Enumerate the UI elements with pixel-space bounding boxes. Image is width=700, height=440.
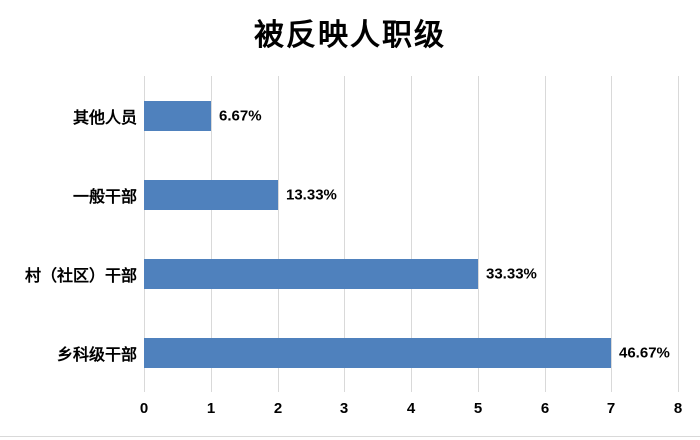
data-label: 6.67% xyxy=(219,107,262,125)
data-label: 46.67% xyxy=(619,344,670,362)
x-tick-label: 3 xyxy=(339,400,349,417)
x-tick-label: 6 xyxy=(540,400,550,417)
x-tick-label: 0 xyxy=(139,400,149,417)
bar-一般干部 xyxy=(144,180,278,210)
x-tick-label: 4 xyxy=(406,400,416,417)
category-label: 村（社区）干部 xyxy=(24,268,137,285)
data-label: 33.33% xyxy=(486,265,537,283)
category-label: 一般干部 xyxy=(72,189,137,206)
gridline-x-3 xyxy=(344,76,345,392)
gridline-x-6 xyxy=(545,76,546,392)
x-tick-label: 2 xyxy=(273,400,283,417)
bar-乡科级干部 xyxy=(144,338,611,368)
x-tick-label: 8 xyxy=(673,400,683,417)
category-label: 乡科级干部 xyxy=(56,347,137,364)
data-label: 13.33% xyxy=(286,186,337,204)
plot-area xyxy=(144,76,679,392)
gridline-x-4 xyxy=(411,76,412,392)
gridline-x-1 xyxy=(211,76,212,392)
x-tick-label: 1 xyxy=(206,400,216,417)
gridline-x-5 xyxy=(478,76,479,392)
bar-其他人员 xyxy=(144,101,211,131)
category-label: 其他人员 xyxy=(72,110,137,127)
x-tick-label: 5 xyxy=(473,400,483,417)
chart-title: 被反映人职级 xyxy=(254,19,446,52)
bar-村（社区）干部 xyxy=(144,259,478,289)
gridline-x-2 xyxy=(278,76,279,392)
gridline-x-7 xyxy=(611,76,612,392)
x-tick-label: 7 xyxy=(606,400,616,417)
gridline-x-8 xyxy=(678,76,679,392)
chart-border-bottom xyxy=(0,436,700,437)
gridline-x-0 xyxy=(144,76,145,392)
